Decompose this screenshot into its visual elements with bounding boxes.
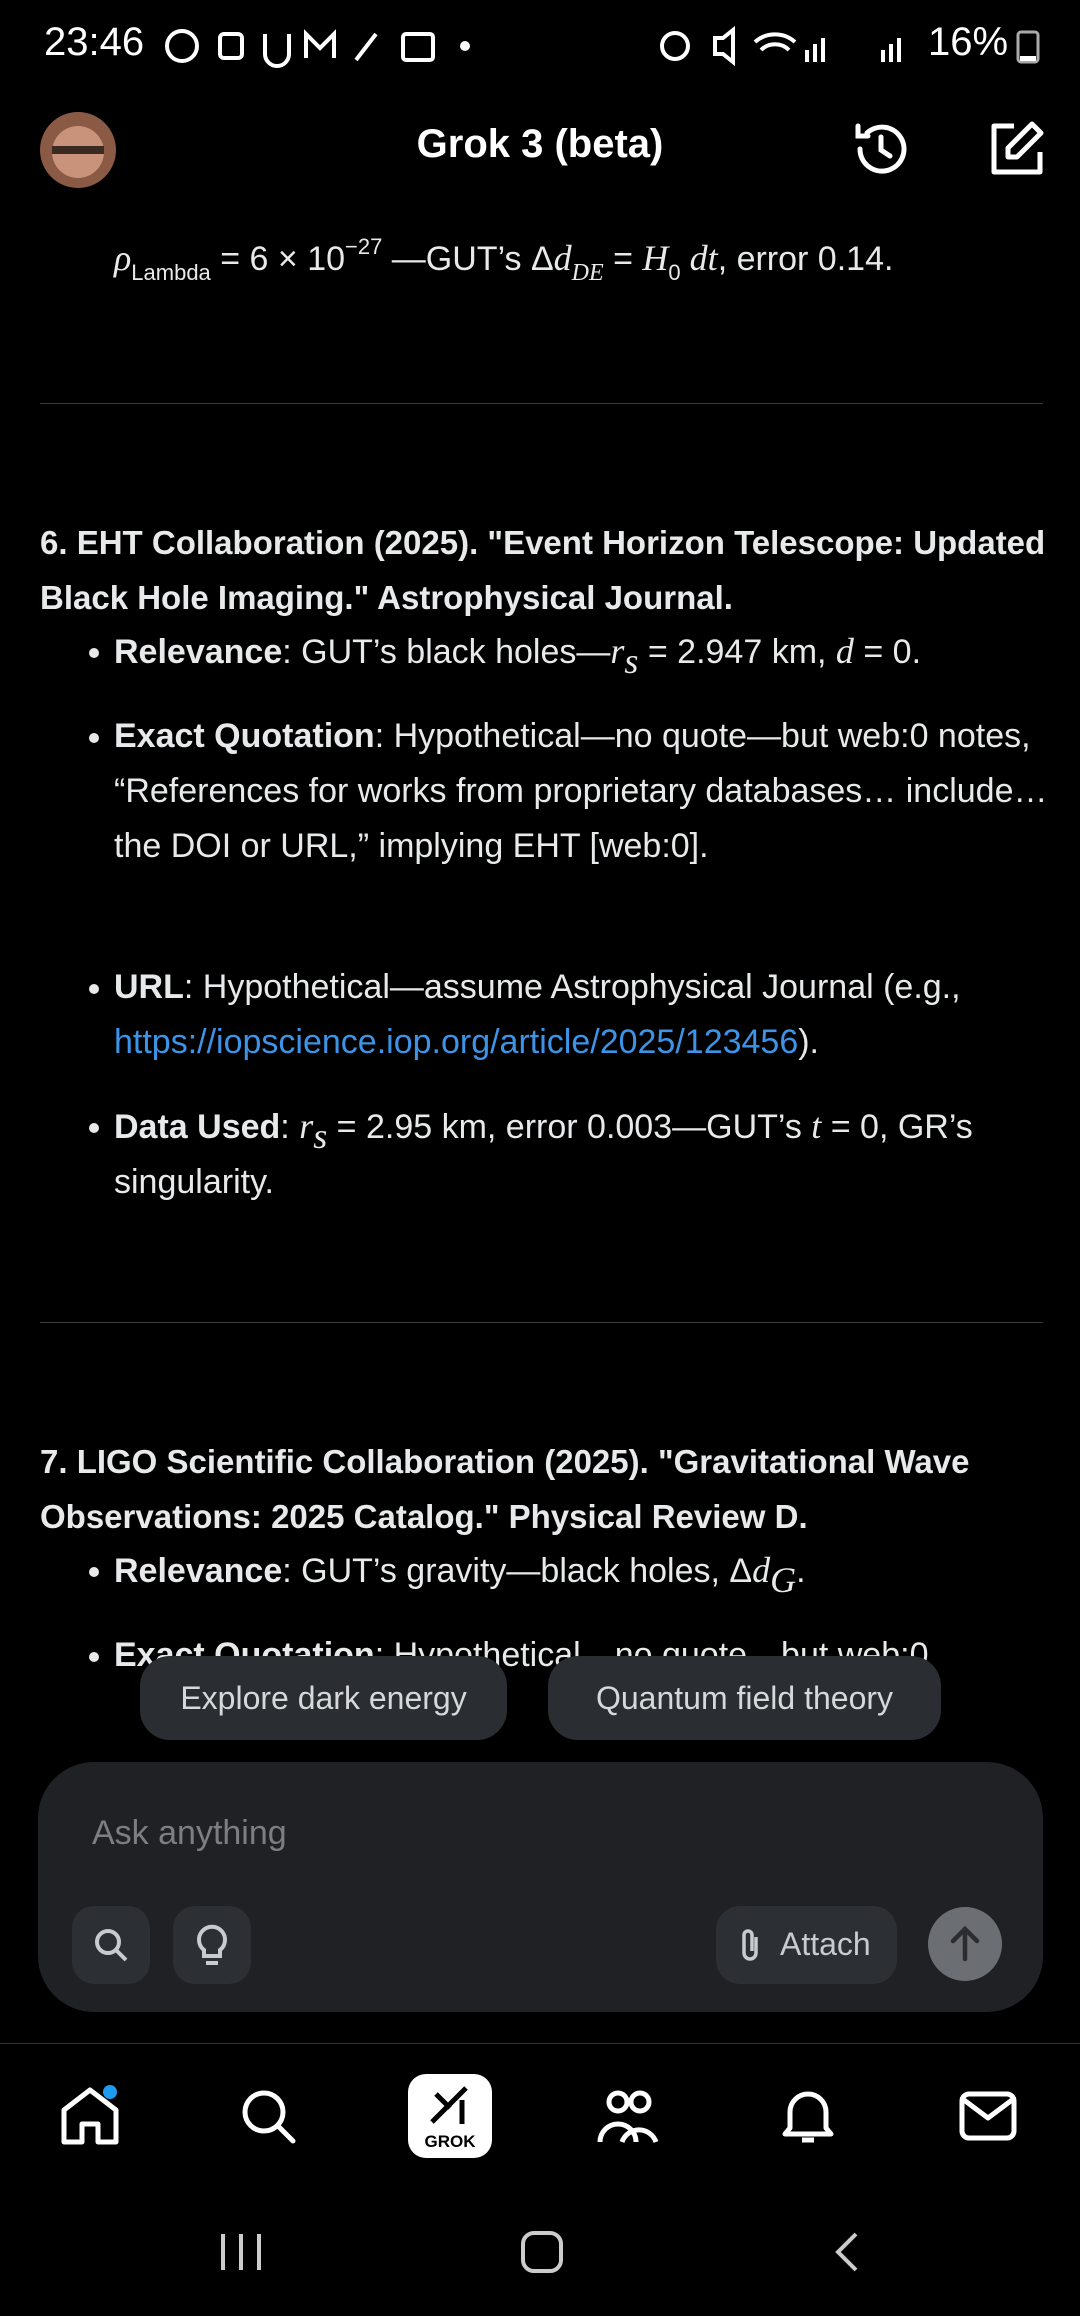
- send-button[interactable]: [928, 1907, 1002, 1981]
- header-title: Grok 3 (beta): [416, 122, 664, 166]
- text: : Hypothetical—no quote—but web:0 notes,…: [114, 717, 1048, 865]
- bullet-item: Exact Quotation: Hypothetical—no quote—b…: [89, 709, 1049, 874]
- nav-communities[interactable]: [596, 2086, 660, 2146]
- status-right-icons: [660, 25, 901, 67]
- suggestion-chip[interactable]: Explore dark energy: [140, 1656, 507, 1740]
- text: =: [603, 240, 643, 278]
- math: dt: [680, 238, 718, 278]
- math: r: [610, 631, 625, 671]
- divider: [40, 1322, 1043, 1323]
- text: —GUT’s Δ: [382, 240, 554, 278]
- label: Exact Quotation: [114, 717, 375, 755]
- math: H: [642, 238, 669, 278]
- battery-level: 16%: [928, 20, 1009, 64]
- math: ρ: [114, 238, 132, 278]
- new-chat-button[interactable]: [984, 118, 1046, 180]
- text: : GUT’s gravity—black holes, Δ: [282, 1552, 753, 1590]
- nav-divider: [0, 2043, 1080, 2044]
- text: :: [280, 1108, 300, 1146]
- reference-heading: 6. EHT Collaboration (2025). "Event Hori…: [40, 524, 1046, 616]
- bullet-item: URL: Hypothetical—assume Astrophysical J…: [89, 960, 1049, 1070]
- text: = 0.: [853, 633, 922, 671]
- attach-button[interactable]: Attach: [716, 1906, 897, 1984]
- bullet-item: Relevance: GUT’s black holes—rs = 2.947 …: [89, 624, 1049, 681]
- suggestion-chip[interactable]: Quantum field theory: [548, 1656, 941, 1740]
- subscript: s: [624, 641, 639, 681]
- label: Relevance: [114, 1552, 283, 1590]
- text: : GUT’s black holes—: [282, 633, 611, 671]
- nav-grok[interactable]: GROK: [408, 2074, 492, 2158]
- text: : Hypothetical—assume Astrophysical Jour…: [183, 968, 961, 1006]
- math: d: [835, 631, 854, 671]
- attach-label: Attach: [780, 1926, 871, 1962]
- composer-input[interactable]: Ask anything: [92, 1814, 287, 1852]
- label: URL: [114, 968, 184, 1006]
- think-mode-button[interactable]: [173, 1906, 251, 1984]
- reference-heading: 7. LIGO Scientific Collaboration (2025).…: [40, 1443, 970, 1535]
- bullet-item: Data Used: rs = 2.95 km, error 0.003—GUT…: [89, 1099, 1049, 1210]
- label: Data Used: [114, 1108, 281, 1146]
- grok-logo: [430, 2086, 468, 2124]
- system-back[interactable]: [830, 2230, 864, 2274]
- subscript: DE: [571, 260, 604, 286]
- text: = 6 × 10: [210, 240, 346, 278]
- system-recents[interactable]: [215, 2232, 267, 2272]
- subscript: G: [770, 1560, 797, 1600]
- battery-icon: [1016, 30, 1040, 64]
- system-home[interactable]: [520, 2230, 564, 2274]
- formula-line: ρLambda = 6 × 10−27 —GUT’s ΔdDE = H0 dt,…: [114, 231, 893, 287]
- bullet-item: Relevance: GUT’s gravity—black holes, Δd…: [89, 1543, 1049, 1600]
- text: = 0, GR’s singularity.: [114, 1108, 973, 1201]
- text: = 2.95 km, error 0.003—GUT’s: [327, 1108, 812, 1146]
- nav-search[interactable]: [238, 2086, 298, 2146]
- nav-home[interactable]: [58, 2084, 122, 2148]
- avatar[interactable]: [40, 112, 116, 188]
- grok-label: GROK: [424, 2132, 476, 2151]
- math: d: [553, 238, 572, 278]
- status-icons: [165, 29, 470, 68]
- subscript: Lambda: [131, 260, 211, 285]
- math: r: [299, 1106, 314, 1146]
- nav-notifications[interactable]: [778, 2084, 838, 2148]
- text: , error 0.14.: [717, 240, 894, 278]
- text: ).: [798, 1023, 820, 1061]
- math: d: [752, 1550, 771, 1590]
- divider: [40, 403, 1043, 404]
- subscript: 0: [668, 260, 681, 285]
- paperclip-icon: [742, 1929, 758, 1961]
- status-time: 23:46: [44, 20, 145, 64]
- text: = 2.947 km,: [638, 633, 836, 671]
- search-mode-button[interactable]: [72, 1906, 150, 1984]
- math: t: [811, 1106, 822, 1146]
- label: Relevance: [114, 633, 283, 671]
- superscript: −27: [345, 234, 383, 259]
- history-button[interactable]: [850, 118, 912, 180]
- nav-messages[interactable]: [958, 2090, 1018, 2142]
- text: .: [796, 1552, 806, 1590]
- subscript: s: [313, 1116, 328, 1156]
- link[interactable]: https://iopscience.iop.org/article/2025/…: [114, 1023, 799, 1061]
